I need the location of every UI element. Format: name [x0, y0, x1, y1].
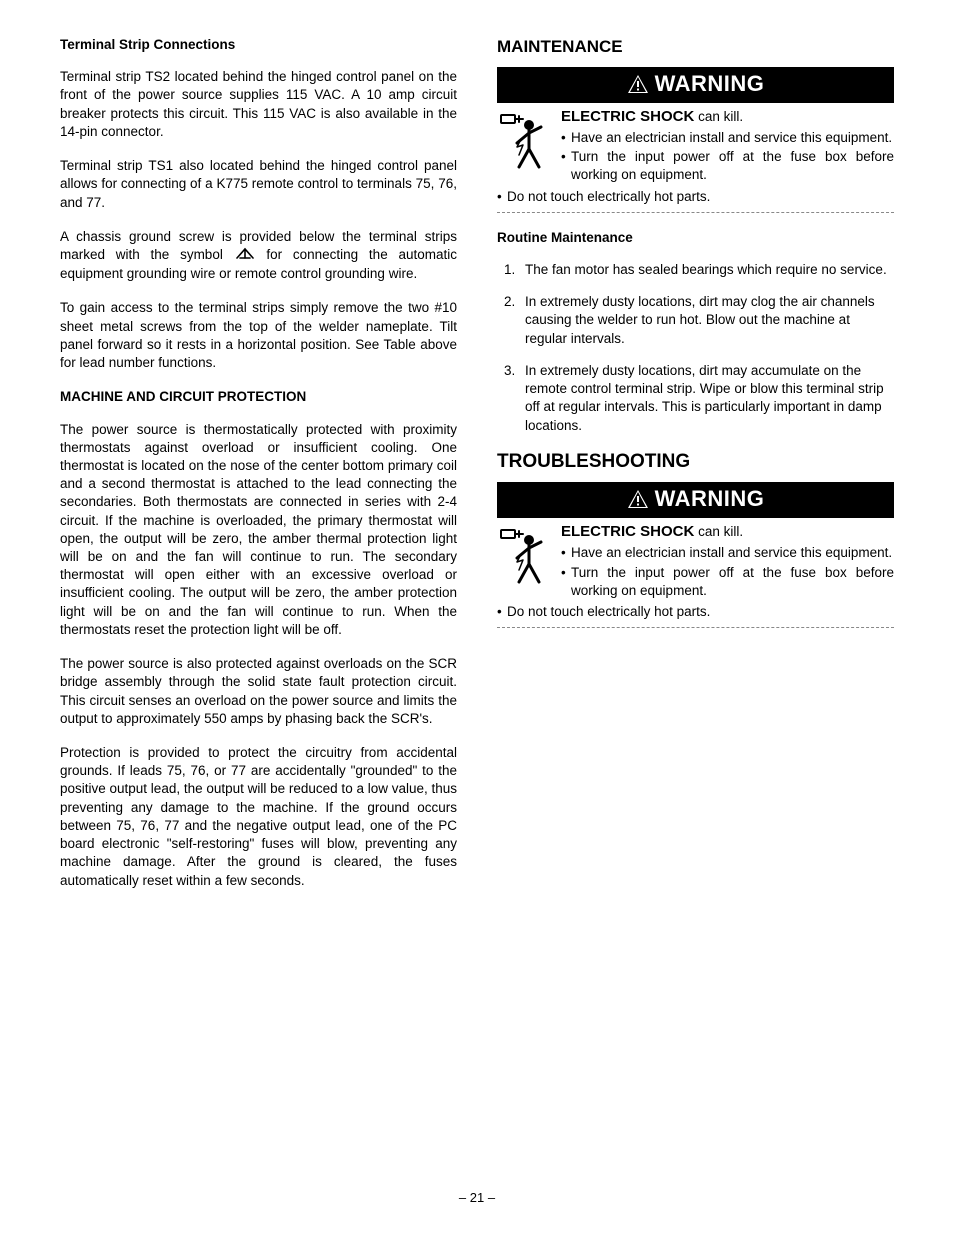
warning-block-maintenance: WARNING [497, 67, 894, 206]
warning-banner: WARNING [497, 482, 894, 518]
para-access: To gain access to the terminal strips si… [60, 299, 457, 372]
warn-bullet-1: •Have an electrician install and service… [561, 544, 894, 562]
electric-shock-lead: ELECTRIC SHOCK can kill. [561, 522, 894, 542]
warning-triangle-icon [627, 489, 649, 509]
electric-shock-lead: ELECTRIC SHOCK can kill. [561, 107, 894, 127]
warning-block-troubleshooting: WARNING [497, 482, 894, 621]
heading-routine-maintenance: Routine Maintenance [497, 229, 894, 247]
shock-person-icon [497, 522, 553, 601]
warning-label: WARNING [655, 69, 765, 99]
ground-icon [234, 246, 256, 265]
warn-bullet-2: •Turn the input power off at the fuse bo… [561, 564, 894, 600]
para-thermostat: The power source is thermostatically pro… [60, 421, 457, 640]
divider [497, 212, 894, 213]
para-grounds: Protection is provided to protect the ci… [60, 744, 457, 890]
electric-shock-tail: can kill. [694, 524, 743, 539]
electric-shock-label: ELECTRIC SHOCK [561, 108, 694, 125]
page-number: – 21 – [0, 1189, 954, 1207]
routine-item: The fan motor has sealed bearings which … [519, 261, 894, 279]
warning-label: WARNING [655, 484, 765, 514]
heading-troubleshooting: TROUBLESHOOTING [497, 449, 894, 475]
heading-maintenance: MAINTENANCE [497, 36, 894, 59]
para-ts1: Terminal strip TS1 also located behind t… [60, 157, 457, 212]
warn-bullet-1: •Have an electrician install and service… [561, 129, 894, 147]
para-ground-screw: A chassis ground screw is provided below… [60, 228, 457, 284]
routine-item: In extremely dusty locations, dirt may a… [519, 362, 894, 435]
warn-bullet-3: •Do not touch electrically hot parts. [497, 188, 894, 206]
heading-terminal-strip: Terminal Strip Connections [60, 36, 457, 54]
routine-item: In extremely dusty locations, dirt may c… [519, 293, 894, 348]
warning-banner: WARNING [497, 67, 894, 103]
routine-list: The fan motor has sealed bearings which … [497, 261, 894, 435]
warn-bullet-2: •Turn the input power off at the fuse bo… [561, 148, 894, 184]
warn-bullet-3: •Do not touch electrically hot parts. [497, 603, 894, 621]
para-scr: The power source is also protected again… [60, 655, 457, 728]
para-ts2: Terminal strip TS2 located behind the hi… [60, 68, 457, 141]
heading-machine-protection: MACHINE AND CIRCUIT PROTECTION [60, 388, 457, 406]
electric-shock-tail: can kill. [694, 109, 743, 124]
shock-person-icon [497, 107, 553, 186]
electric-shock-label: ELECTRIC SHOCK [561, 523, 694, 540]
divider [497, 627, 894, 628]
warning-triangle-icon [627, 74, 649, 94]
